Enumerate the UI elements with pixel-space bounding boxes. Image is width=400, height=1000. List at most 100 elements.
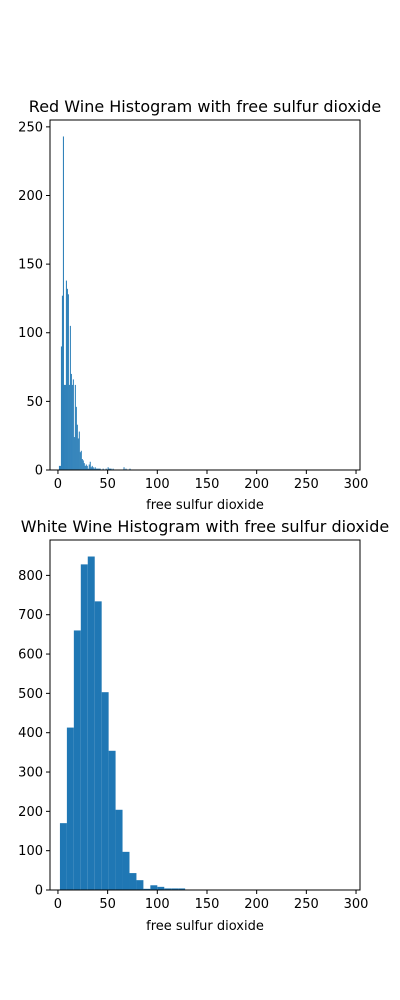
white-histogram-bar — [171, 888, 179, 890]
red-histogram-bar — [110, 468, 112, 470]
white-histogram-bar — [87, 556, 95, 890]
white-y-tick-label: 100 — [18, 844, 43, 859]
red-histogram-bar — [109, 468, 111, 470]
white-histogram-bar — [136, 880, 144, 890]
red-x-tick-label: 250 — [294, 477, 319, 492]
red-histogram-bar — [108, 468, 110, 470]
red-histogram-bar — [76, 424, 78, 470]
white-x-axis-label: free sulfur dioxide — [146, 919, 264, 934]
red-y-tick-label: 150 — [18, 258, 43, 273]
white-histogram-bar — [122, 851, 130, 890]
red-histogram-bar — [96, 468, 98, 470]
red-histogram-bar — [60, 346, 62, 470]
white-histogram-bar — [150, 885, 158, 890]
white-y-tick-label: 600 — [18, 648, 43, 663]
red-x-tick-label: 0 — [54, 477, 62, 492]
red-histogram-bar — [63, 384, 65, 470]
white-histogram-bar — [73, 630, 81, 890]
red-y-tick-label: 50 — [26, 395, 43, 410]
white-y-tick-label: 200 — [18, 805, 43, 820]
red-histogram-bar — [66, 288, 68, 470]
white-histogram-bar — [101, 692, 109, 890]
red-chart-title: Red Wine Histogram with free sulfur diox… — [29, 97, 381, 116]
red-y-tick-label: 0 — [35, 464, 43, 479]
red-histogram-bar — [73, 437, 75, 470]
red-histogram-bar — [74, 384, 76, 470]
white-x-tick-label: 300 — [344, 897, 369, 912]
red-histogram-bar — [82, 460, 84, 470]
red-x-tick-label: 300 — [344, 477, 369, 492]
red-histogram-bar — [62, 136, 64, 470]
red-histogram-bar — [97, 468, 99, 470]
red-histogram-bar — [68, 384, 70, 470]
white-histogram-bar — [178, 888, 186, 890]
red-histogram-bar — [84, 465, 86, 470]
white-x-tick-label: 250 — [294, 897, 319, 912]
white-x-tick-label: 200 — [244, 897, 269, 912]
white-y-tick-label: 400 — [18, 726, 43, 741]
red-histogram-bar — [61, 295, 63, 470]
white-y-tick-label: 500 — [18, 687, 43, 702]
red-histogram-bar — [79, 452, 81, 470]
red-histogram-bar — [85, 464, 87, 470]
red-histogram-bar — [129, 468, 131, 470]
red-histogram-bar — [64, 384, 66, 470]
white-histogram-bar — [108, 750, 116, 890]
red-x-tick-label: 150 — [195, 477, 220, 492]
red-x-tick-label: 200 — [244, 477, 269, 492]
red-histogram-bar — [72, 379, 74, 470]
red-histogram-bar — [90, 467, 92, 470]
white-x-tick-label: 0 — [54, 897, 62, 912]
white-histogram-bar — [129, 873, 137, 890]
white-y-tick-label: 0 — [35, 884, 43, 899]
red-histogram-bar — [94, 467, 96, 470]
red-histogram-bar — [69, 325, 71, 470]
red-histogram-bar — [70, 373, 72, 470]
red-histogram-bar — [105, 468, 107, 470]
red-histogram-bar — [125, 468, 127, 470]
white-histogram-bar — [59, 823, 67, 890]
red-x-tick-label: 50 — [99, 477, 116, 492]
red-histogram-bar — [71, 384, 73, 470]
red-histogram-bar — [81, 459, 83, 470]
red-histogram-bar — [59, 465, 61, 470]
red-histogram-bar — [99, 468, 101, 470]
white-histogram-bar — [143, 888, 151, 890]
red-wine-chart: Red Wine Histogram with free sulfur diox… — [18, 97, 381, 513]
red-axes-frame — [49, 119, 361, 471]
white-histogram-bar — [94, 601, 102, 890]
white-y-tick-label: 700 — [18, 608, 43, 623]
white-x-tick-label: 100 — [145, 897, 170, 912]
red-histogram-bar — [91, 465, 93, 470]
red-histogram-bar — [95, 468, 97, 470]
red-histogram-bar — [83, 463, 85, 470]
red-histogram-bar — [87, 468, 89, 470]
white-histogram-bar — [157, 886, 165, 890]
white-histogram-bar — [80, 564, 88, 890]
white-wine-chart: White Wine Histogram with free sulfur di… — [18, 517, 389, 934]
red-histogram-bar — [75, 406, 77, 470]
red-histogram-bar — [86, 465, 88, 470]
red-y-tick-label: 250 — [18, 120, 43, 135]
red-histogram-bar — [92, 467, 94, 470]
red-histogram-bar — [93, 468, 95, 470]
red-x-axis-label: free sulfur dioxide — [146, 498, 264, 513]
white-chart-title: White Wine Histogram with free sulfur di… — [21, 517, 390, 536]
white-x-tick-label: 150 — [195, 897, 220, 912]
red-y-tick-label: 200 — [18, 189, 43, 204]
white-histogram-bar — [66, 727, 74, 890]
white-plot-area: 0 50 100 150 200 250 300 0 100 200 300 400 500 600 700… — [18, 539, 369, 912]
red-x-tick-label: 100 — [145, 477, 170, 492]
red-plot-area: 0 50 100 150 200 250 300 0 50 100 150 200 250 — [18, 119, 369, 492]
red-histogram-bar — [112, 468, 114, 470]
red-histogram-bar — [102, 468, 104, 470]
white-y-tick-label: 300 — [18, 766, 43, 781]
red-histogram-bar — [98, 468, 100, 470]
white-y-tick-label: 800 — [18, 569, 43, 584]
white-histogram-bar — [164, 888, 172, 890]
white-histogram-bar — [115, 809, 123, 890]
red-histogram-bar — [77, 438, 79, 470]
red-histogram-bar — [78, 431, 80, 470]
red-histogram-bar — [58, 465, 60, 470]
